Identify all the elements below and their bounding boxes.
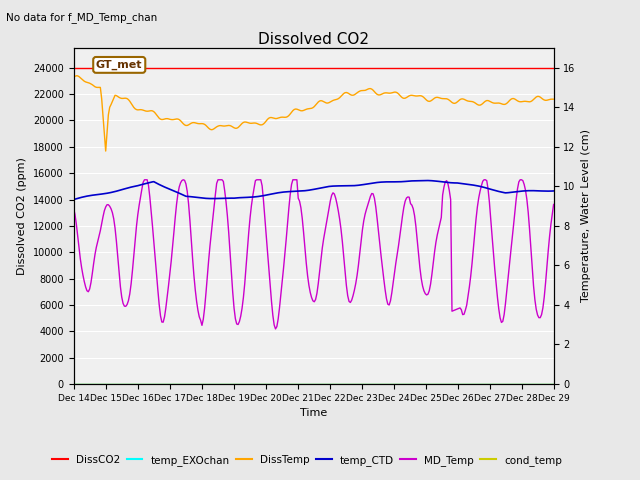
Text: No data for f_MD_Temp_chan: No data for f_MD_Temp_chan	[6, 12, 157, 23]
Y-axis label: Temperature, Water Level (cm): Temperature, Water Level (cm)	[581, 130, 591, 302]
X-axis label: Time: Time	[300, 408, 327, 418]
Text: GT_met: GT_met	[96, 60, 143, 70]
Title: Dissolved CO2: Dissolved CO2	[258, 32, 369, 47]
Y-axis label: Dissolved CO2 (ppm): Dissolved CO2 (ppm)	[17, 157, 28, 275]
Legend: DissCO2, temp_EXOchan, DissTemp, temp_CTD, MD_Temp, cond_temp: DissCO2, temp_EXOchan, DissTemp, temp_CT…	[48, 451, 566, 470]
